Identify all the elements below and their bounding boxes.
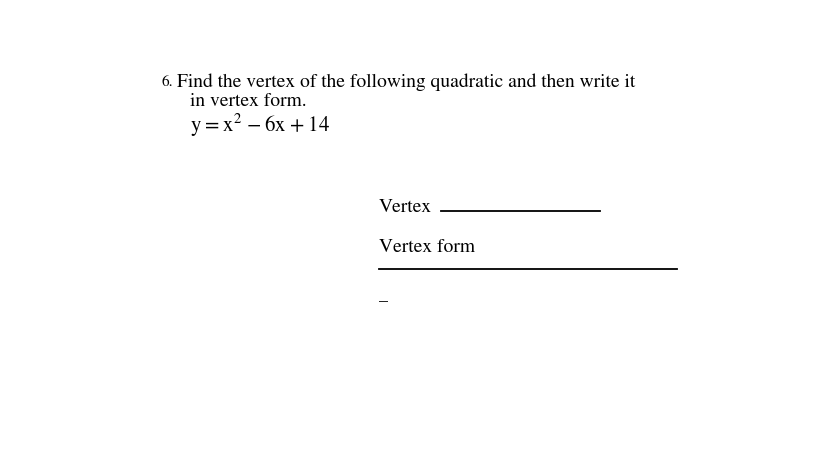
Text: in vertex form.: in vertex form. <box>190 93 307 110</box>
Text: Vertex: Vertex <box>378 199 431 217</box>
Text: –: – <box>378 293 387 309</box>
Text: Find the vertex of the following quadratic and then write it: Find the vertex of the following quadrat… <box>177 74 634 91</box>
Text: 6.: 6. <box>161 76 173 89</box>
Text: Vertex form: Vertex form <box>378 239 474 257</box>
Text: $\mathregular{y = x^2 - 6x + 14}$: $\mathregular{y = x^2 - 6x + 14}$ <box>190 112 330 138</box>
